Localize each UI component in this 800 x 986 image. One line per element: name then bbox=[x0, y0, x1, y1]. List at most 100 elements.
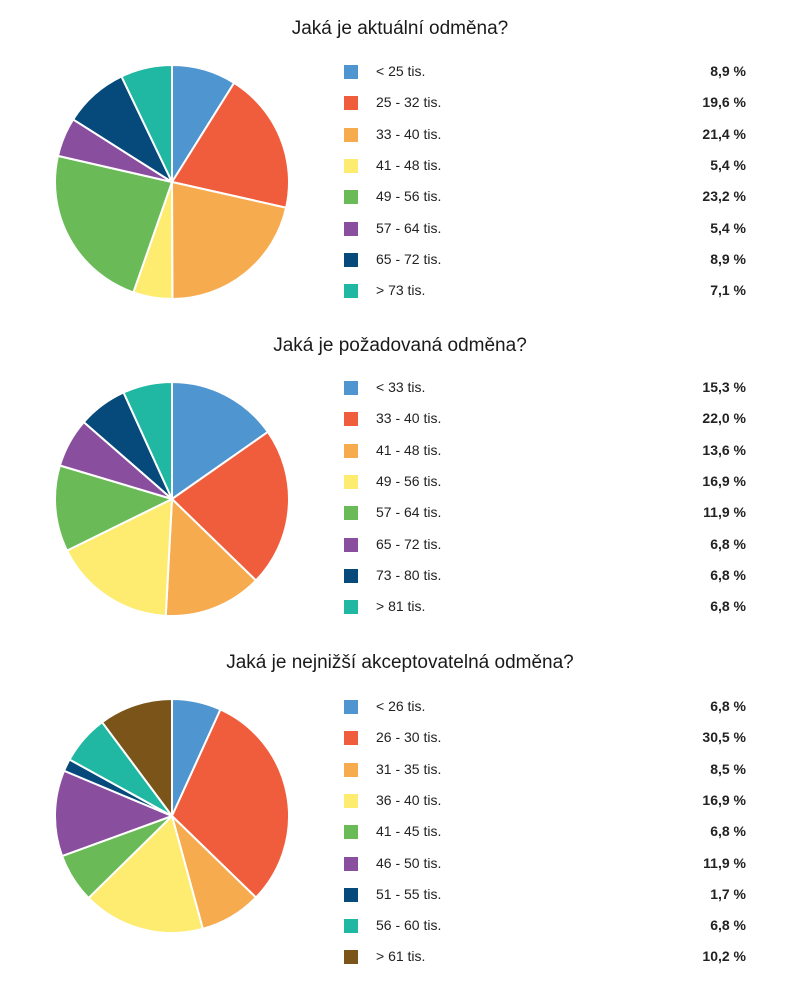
legend-value: 8,9 % bbox=[710, 250, 746, 267]
legend-item: 49 - 56 tis. 16,9 % bbox=[344, 472, 746, 492]
legend-value: 30,5 % bbox=[702, 729, 746, 746]
legend-item: > 73 tis. 7,1 % bbox=[344, 281, 746, 301]
legend-value: 22,0 % bbox=[702, 410, 746, 427]
legend-item: 33 - 40 tis. 21,4 % bbox=[344, 125, 746, 145]
legend-swatch bbox=[344, 252, 358, 267]
legend-value: 6,8 % bbox=[710, 566, 746, 583]
legend-label: 65 - 72 tis. bbox=[376, 250, 442, 267]
legend-item: < 33 tis. 15,3 % bbox=[344, 378, 746, 398]
legend-swatch bbox=[344, 600, 358, 615]
legend-value: 6,8 % bbox=[710, 917, 746, 934]
legend-value: 5,4 % bbox=[710, 156, 746, 173]
chart-2-pie bbox=[54, 381, 291, 617]
legend-swatch bbox=[344, 537, 358, 552]
chart-3-title: Jaká je nejnižší akceptovatelná odměna? bbox=[226, 652, 574, 673]
legend-item: 41 - 48 tis. 13,6 % bbox=[344, 441, 746, 461]
legend-label: 36 - 40 tis. bbox=[376, 791, 442, 808]
legend-swatch bbox=[344, 96, 358, 111]
legend-item: 26 - 30 tis. 30,5 % bbox=[344, 728, 746, 748]
legend-label: < 33 tis. bbox=[376, 379, 426, 395]
legend-item: 65 - 72 tis. 8,9 % bbox=[344, 250, 746, 270]
legend-label: 31 - 35 tis. bbox=[376, 760, 442, 777]
legend-swatch bbox=[344, 474, 358, 489]
legend-item: < 26 tis. 6,8 % bbox=[344, 697, 746, 717]
legend-item: 73 - 80 tis. 6,8 % bbox=[344, 566, 746, 586]
legend-label: < 25 tis. bbox=[376, 63, 426, 79]
pie-slice bbox=[101, 698, 173, 817]
legend-item: > 61 tis. 10,2 % bbox=[344, 947, 746, 967]
legend-label: 33 - 40 tis. bbox=[376, 125, 442, 142]
legend-item: 41 - 48 tis. 5,4 % bbox=[344, 156, 746, 176]
pie-slice bbox=[120, 64, 173, 183]
legend-value: 19,6 % bbox=[702, 94, 746, 111]
legend-swatch bbox=[344, 65, 358, 79]
legend-value: 23,2 % bbox=[702, 188, 746, 205]
legend-value: 8,5 % bbox=[710, 760, 746, 777]
legend-swatch bbox=[344, 127, 358, 142]
legend-label: 49 - 56 tis. bbox=[376, 188, 442, 205]
legend-label: 25 - 32 tis. bbox=[376, 94, 442, 111]
legend-item: 49 - 56 tis. 23,2 % bbox=[344, 187, 746, 207]
pie-slice bbox=[171, 708, 291, 899]
legend-label: 41 - 48 tis. bbox=[376, 441, 442, 458]
legend-label: 57 - 64 tis. bbox=[376, 219, 442, 236]
chart-1-title: Jaká je aktuální odměna? bbox=[291, 18, 509, 39]
legend-label: 57 - 64 tis. bbox=[376, 504, 442, 521]
legend-swatch bbox=[344, 506, 358, 521]
legend-value: 13,6 % bbox=[702, 441, 746, 458]
pie-slice bbox=[54, 464, 173, 552]
legend-swatch bbox=[344, 700, 358, 714]
legend-value: 5,4 % bbox=[710, 219, 746, 236]
legend-value: 6,8 % bbox=[710, 698, 746, 714]
legend-swatch bbox=[344, 381, 358, 395]
legend-label: 46 - 50 tis. bbox=[376, 854, 442, 871]
legend-item: > 81 tis. 6,8 % bbox=[344, 597, 746, 617]
legend-swatch bbox=[344, 443, 358, 458]
legend-label: > 61 tis. bbox=[376, 948, 426, 965]
legend-item: 33 - 40 tis. 22,0 % bbox=[344, 409, 746, 429]
legend-value: 6,8 % bbox=[710, 823, 746, 840]
legend-value: 1,7 % bbox=[710, 885, 746, 902]
legend-value: 15,3 % bbox=[702, 379, 746, 395]
legend-label: 26 - 30 tis. bbox=[376, 729, 442, 746]
legend-item: 65 - 72 tis. 6,8 % bbox=[344, 535, 746, 555]
legend-value: 16,9 % bbox=[702, 791, 746, 808]
legend-label: 33 - 40 tis. bbox=[376, 410, 442, 427]
legend-swatch bbox=[344, 887, 358, 902]
legend-item: 31 - 35 tis. 8,5 % bbox=[344, 760, 746, 780]
pie-slice bbox=[65, 498, 173, 617]
legend-swatch bbox=[344, 856, 358, 871]
legend-swatch bbox=[344, 919, 358, 934]
legend-label: > 73 tis. bbox=[376, 282, 426, 299]
legend-label: 49 - 56 tis. bbox=[376, 472, 442, 489]
legend-swatch bbox=[344, 284, 358, 299]
legend-label: 41 - 48 tis. bbox=[376, 156, 442, 173]
pie-slice bbox=[87, 815, 204, 934]
legend-label: > 81 tis. bbox=[376, 598, 426, 615]
legend-value: 11,9 % bbox=[703, 854, 746, 871]
legend-value: 21,4 % bbox=[702, 125, 746, 142]
pie-slice bbox=[122, 381, 173, 500]
legend-label: 51 - 55 tis. bbox=[376, 885, 442, 902]
legend-swatch bbox=[344, 825, 358, 840]
legend-value: 11,9 % bbox=[703, 504, 746, 521]
pie-slice bbox=[164, 498, 257, 617]
legend-item: 46 - 50 tis. 11,9 % bbox=[344, 854, 746, 874]
legend-swatch bbox=[344, 190, 358, 205]
legend-swatch bbox=[344, 731, 358, 746]
legend-swatch bbox=[344, 412, 358, 427]
chart-3-pie bbox=[54, 698, 291, 934]
legend-value: 10,2 % bbox=[702, 948, 746, 965]
pie-slice bbox=[171, 430, 291, 582]
legend-item: 57 - 64 tis. 11,9 % bbox=[344, 503, 746, 523]
pie-slice bbox=[171, 181, 288, 300]
legend-item: 56 - 60 tis. 6,8 % bbox=[344, 916, 746, 936]
chart-1-pie bbox=[54, 64, 291, 301]
legend-swatch bbox=[344, 568, 358, 583]
legend-label: 56 - 60 tis. bbox=[376, 917, 442, 934]
pie-slice bbox=[54, 154, 173, 294]
legend-swatch bbox=[344, 762, 358, 777]
legend-label: 41 - 45 tis. bbox=[376, 823, 442, 840]
legend-value: 6,8 % bbox=[710, 535, 746, 552]
legend-item: 41 - 45 tis. 6,8 % bbox=[344, 822, 746, 842]
